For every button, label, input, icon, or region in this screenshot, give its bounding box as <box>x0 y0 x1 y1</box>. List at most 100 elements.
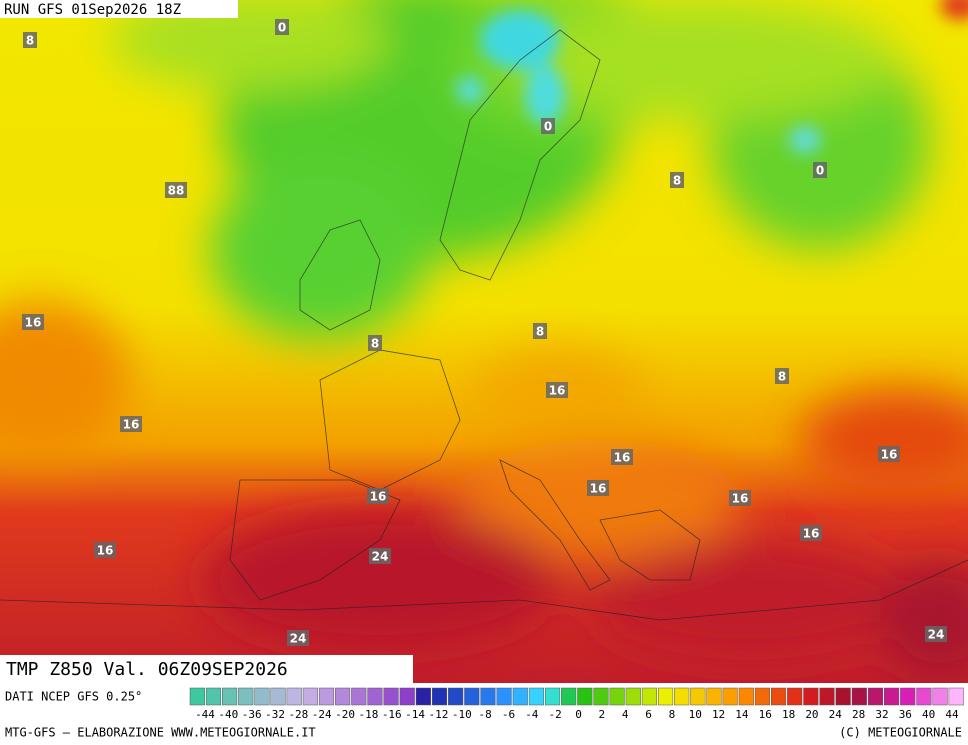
scale-label: 12 <box>712 708 725 721</box>
scale-swatch <box>431 687 448 706</box>
scale-swatch <box>625 687 641 706</box>
scale-label: -36 <box>242 708 262 721</box>
scale-label: 20 <box>805 708 818 721</box>
title-box <box>0 655 413 683</box>
scale-swatch <box>544 687 561 706</box>
contour-label: 16 <box>97 544 114 558</box>
run-info: RUN GFS 01Sep2026 18Z <box>4 2 181 18</box>
contour-label-bg <box>23 32 37 48</box>
scale-label: -44 <box>195 708 215 721</box>
scale-swatch <box>528 687 544 706</box>
scale-swatch <box>302 687 318 706</box>
scale-swatch <box>657 687 674 706</box>
scale-label: -24 <box>312 708 332 721</box>
contour-label-bg <box>670 172 684 188</box>
scale-label: 16 <box>759 708 772 721</box>
scale-swatch <box>932 687 948 706</box>
contour-label: 16 <box>803 527 820 541</box>
scale-swatch <box>787 687 803 706</box>
contour-label: 24 <box>372 550 389 564</box>
scale-label: -6 <box>502 708 515 721</box>
contour-label-bg <box>775 368 789 384</box>
scale-swatch <box>674 687 690 706</box>
contour-label: 16 <box>590 482 607 496</box>
scale-swatch <box>496 687 512 706</box>
scale-swatch <box>318 687 335 706</box>
scale-label: 14 <box>735 708 749 721</box>
scale-swatch <box>351 687 367 706</box>
contour-label-bg <box>541 118 555 134</box>
scale-label: -8 <box>479 708 492 721</box>
scale-swatch <box>286 687 302 706</box>
scale-swatch <box>464 687 480 706</box>
header-box <box>0 0 238 18</box>
scale-swatch <box>819 687 835 706</box>
scale-label: -4 <box>525 708 539 721</box>
scale-label: 2 <box>599 708 606 721</box>
contour-label: 8 <box>26 34 34 48</box>
contour-label: 16 <box>881 448 898 462</box>
scale-swatch <box>851 687 867 706</box>
scale-swatch <box>415 687 431 706</box>
contour-label-bg <box>813 162 827 178</box>
scale-swatch <box>835 687 851 706</box>
scale-label: -28 <box>288 708 308 721</box>
scale-swatch <box>738 687 754 706</box>
scale-swatch <box>690 687 706 706</box>
contour-label-bg <box>22 314 44 330</box>
contour-label-bg <box>533 323 547 339</box>
scale-swatch <box>205 687 222 706</box>
scale-label: 24 <box>829 708 843 721</box>
scale-label: -20 <box>335 708 355 721</box>
contour-label-bg <box>925 626 947 642</box>
scale-label: -10 <box>452 708 472 721</box>
contour-label-bg <box>729 490 751 506</box>
contour-label-bg <box>800 525 822 541</box>
scale-label: 0 <box>575 708 582 721</box>
scale-swatch <box>335 687 351 706</box>
contour-label-bg <box>367 488 389 504</box>
scale-label: -18 <box>358 708 378 721</box>
scale-swatch <box>222 687 238 706</box>
scale-swatch <box>238 687 254 706</box>
scale-label: 4 <box>622 708 629 721</box>
credit-left: MTG-GFS — ELABORAZIONE WWW.METEOGIORNALE… <box>5 726 316 740</box>
scale-label: 8 <box>669 708 676 721</box>
contour-label: 16 <box>370 490 387 504</box>
scale-swatch <box>948 687 964 706</box>
contour-label: 24 <box>928 628 945 642</box>
contour-label: 24 <box>290 632 307 646</box>
scale-swatch <box>367 687 383 706</box>
contour-label-bg <box>120 416 142 432</box>
scale-swatch <box>448 687 464 706</box>
scale-label: 6 <box>645 708 652 721</box>
scale-swatch <box>722 687 738 706</box>
contour-label: 8 <box>536 325 544 339</box>
scale-swatch <box>561 687 577 706</box>
contour-label-bg <box>878 446 900 462</box>
scale-swatch <box>706 687 722 706</box>
contour-label-bg <box>368 335 382 351</box>
scale-label: -40 <box>218 708 238 721</box>
scale-label: -2 <box>549 708 562 721</box>
data-source: DATI NCEP GFS 0.25° <box>5 690 142 704</box>
scale-label: -14 <box>405 708 425 721</box>
scale-label: 10 <box>689 708 702 721</box>
scale-label: 32 <box>875 708 888 721</box>
scale-swatch <box>189 687 205 706</box>
contour-label: 16 <box>732 492 749 506</box>
scale-label: 28 <box>852 708 865 721</box>
scale-label: 40 <box>922 708 935 721</box>
scale-swatch <box>754 687 771 706</box>
scale-swatch <box>577 687 593 706</box>
scale-label: 36 <box>899 708 912 721</box>
scale-swatch <box>399 687 415 706</box>
contour-label-bg <box>587 480 609 496</box>
contour-label: 0 <box>816 164 824 178</box>
contour-label: 16 <box>549 384 566 398</box>
contour-label-bg <box>546 382 568 398</box>
contour-label-bg <box>275 19 289 35</box>
contour-label: 0 <box>278 21 286 35</box>
contour-label-bg <box>94 542 116 558</box>
